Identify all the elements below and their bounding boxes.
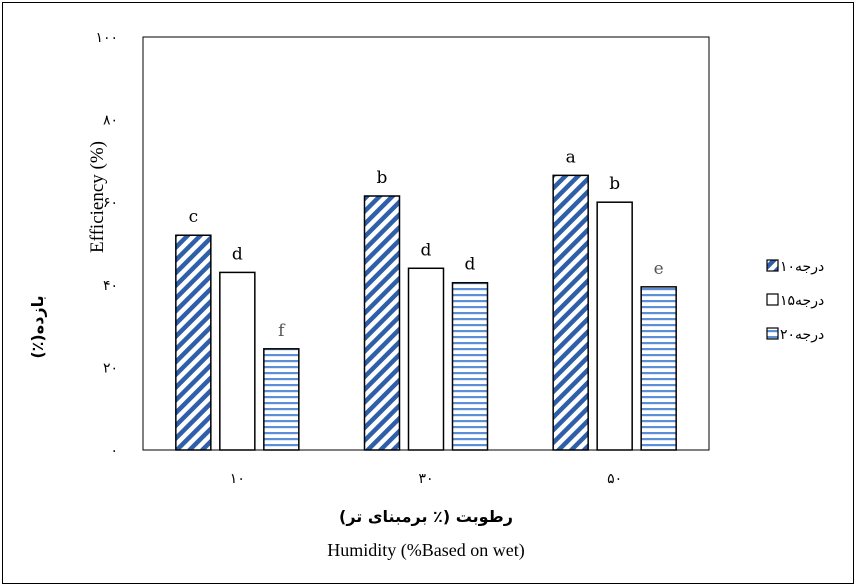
bar-data-label: b — [609, 174, 620, 194]
bar — [175, 234, 212, 451]
bar-data-label: a — [566, 147, 576, 167]
y-axis-ticks: ۰ ۲۰ ۴۰ ۶۰ ۸۰ ۱۰۰ — [95, 30, 118, 459]
bar-data-label: c — [189, 207, 199, 227]
bars — [175, 174, 677, 451]
x-tick-label: ۵۰ — [607, 471, 622, 487]
legend-label: ۲۰درجه — [780, 327, 824, 343]
bar-data-label: d — [232, 244, 243, 264]
bar-data-label: f — [278, 321, 286, 341]
x-tick-label: ۳۰ — [418, 471, 433, 487]
bar-data-label: d — [465, 255, 476, 275]
y-tick-label: ۲۰ — [103, 360, 118, 376]
y-tick-label: ۸۰ — [103, 113, 118, 129]
legend-swatch — [766, 327, 779, 340]
y-tick-label: ۶۰ — [103, 195, 118, 211]
bar — [552, 174, 589, 451]
bar-data-label: b — [377, 168, 388, 188]
x-axis-title-en: Humidity (%Based on wet) — [327, 540, 524, 561]
legend-label: ۱۰درجه — [780, 259, 824, 275]
bar-labels: c d f b d d a b e — [189, 147, 664, 340]
y-tick-label: ۴۰ — [103, 278, 118, 294]
y-axis-title-fa: بازده(٪) — [28, 295, 47, 358]
bar — [263, 348, 300, 451]
y-tick-label: ۰ — [110, 443, 118, 459]
bar — [407, 267, 445, 451]
bar — [363, 195, 401, 451]
legend-swatch — [766, 293, 779, 306]
bar — [596, 201, 633, 451]
x-axis-title-fa: رطوبت (٪ برمبنای تر) — [339, 507, 513, 526]
x-tick-label: ۱۰ — [230, 471, 245, 487]
bar — [451, 281, 489, 451]
legend-swatch — [766, 259, 779, 272]
bar-data-label: e — [654, 259, 664, 279]
bar — [640, 286, 677, 451]
y-axis-title-en: Efficiency (%) — [87, 141, 108, 253]
y-tick-label: ۱۰۰ — [95, 30, 118, 46]
legend-label: ۱۵درجه — [780, 293, 824, 309]
x-axis-ticks: ۱۰ ۳۰ ۵۰ — [230, 471, 622, 487]
bar — [219, 271, 256, 451]
bar-data-label: d — [421, 240, 432, 260]
legend: ۱۰درجه ۱۵درجه ۲۰درجه — [766, 259, 824, 343]
